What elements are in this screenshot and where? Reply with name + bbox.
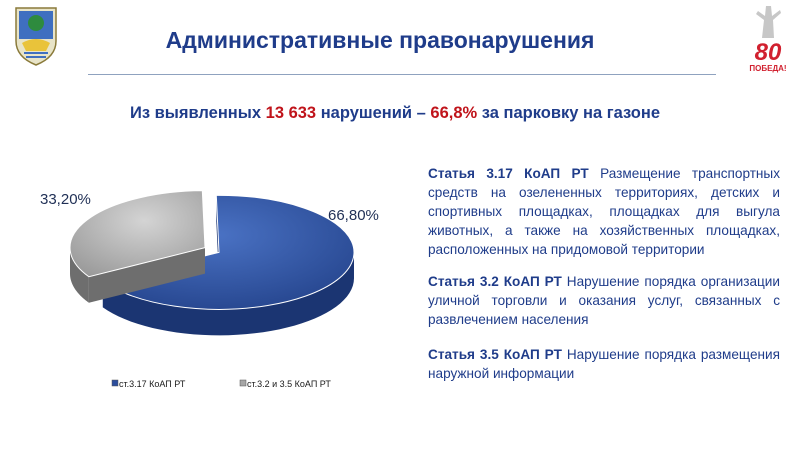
city-emblem-icon (15, 7, 57, 66)
pie-data-label: 66,80% (328, 207, 379, 224)
article-3-2: Статья 3.2 КоАП РТ Нарушение порядка орг… (428, 272, 780, 329)
article-text: Размещение транспортных средств на озеле… (428, 166, 781, 257)
legend-swatch (111, 379, 119, 387)
article-3-17: Статья 3.17 КоАП РТ Размещение транспорт… (428, 164, 780, 259)
legend-label: ст.3.2 и 3.5 КоАП РТ (247, 379, 331, 389)
article-3-5: Статья 3.5 КоАП РТ Нарушение порядка раз… (428, 345, 780, 383)
pie-chart: 66,80% 33,20% ст.3.17 КоАП РТ ст.3.2 и 3.5… (40, 190, 379, 389)
article-title: Статья 3.17 КоАП РТ (428, 166, 589, 181)
article-title: Статья 3.5 КоАП РТ (428, 347, 562, 362)
legend-label: ст.3.17 КоАП РТ (119, 379, 186, 389)
pie-slice-top (69, 190, 206, 278)
logo-80-text: 80 (755, 39, 782, 66)
article-text: Нарушение порядка организации уличной то… (428, 274, 780, 327)
header-divider (88, 74, 716, 75)
pie-slice-side (102, 252, 354, 336)
subtitle-suffix: за парковку на газоне (477, 104, 661, 122)
article-text: Нарушение порядка размещения наружной ин… (428, 347, 780, 381)
legend-swatch (239, 379, 247, 387)
subtitle-prefix: Из выявленных (129, 104, 266, 122)
pie-slice-side (70, 247, 89, 303)
subtitle-percent: 66,8% (430, 104, 478, 122)
logo-subtext: ПОБЕДА! (749, 64, 786, 73)
pie-data-label: 33,20% (40, 191, 91, 208)
pie-slice (69, 190, 206, 303)
pie-slice-edge (88, 247, 206, 303)
page-title: Административные правонарушения (165, 27, 595, 53)
subtitle-middle: нарушений – (316, 104, 431, 122)
subtitle: Из выявленных 13 633 нарушений – 66,8% з… (0, 104, 790, 123)
article-title: Статья 3.2 КоАП РТ (428, 274, 562, 289)
subtitle-count: 13 633 (265, 104, 317, 122)
victory-80-logo: 80 ПОБЕДА! (749, 6, 787, 73)
